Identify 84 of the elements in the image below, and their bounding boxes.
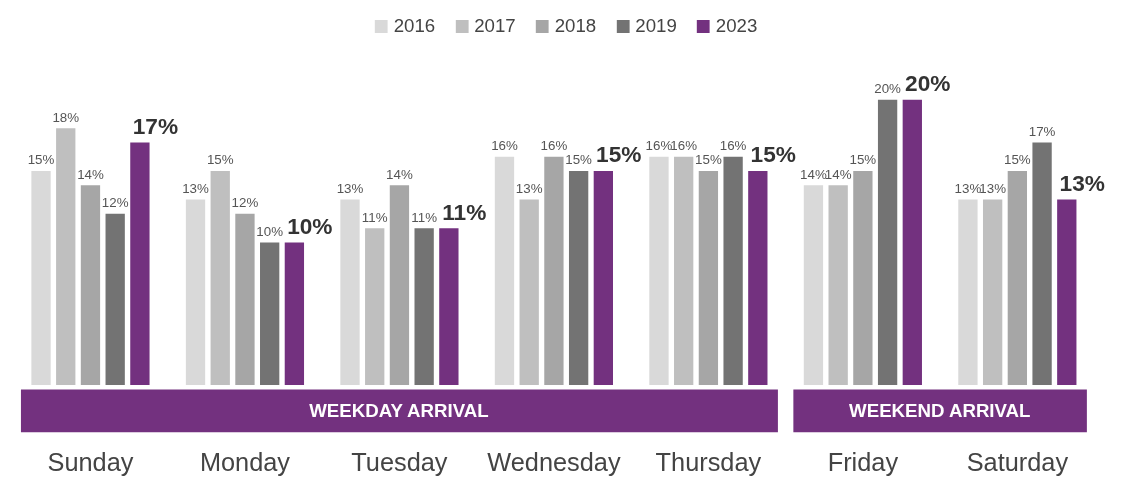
data-label: 14% bbox=[824, 166, 852, 182]
bar bbox=[723, 156, 743, 386]
bar bbox=[544, 156, 564, 386]
data-label: 15% bbox=[1004, 152, 1031, 168]
data-label: 14% bbox=[386, 166, 413, 182]
bar bbox=[439, 228, 459, 386]
data-label: 11% bbox=[442, 198, 487, 225]
bar bbox=[80, 185, 101, 386]
x-tick-label: Wednesday bbox=[487, 447, 621, 476]
data-label: 15% bbox=[565, 152, 593, 168]
legend-label: 2016 bbox=[393, 15, 436, 37]
data-label: 13% bbox=[182, 181, 209, 197]
bar bbox=[389, 185, 410, 386]
data-label: 18% bbox=[52, 109, 80, 125]
data-label: 15% bbox=[206, 152, 234, 168]
data-label: 17% bbox=[1028, 123, 1056, 139]
data-label: 16% bbox=[491, 138, 518, 154]
bar bbox=[56, 128, 76, 386]
bar bbox=[853, 171, 873, 386]
bar bbox=[235, 213, 255, 386]
data-label: 17% bbox=[132, 112, 179, 139]
data-label: 12% bbox=[231, 195, 259, 211]
bar bbox=[1007, 171, 1028, 386]
x-tick-label: Tuesday bbox=[351, 447, 448, 476]
bar bbox=[185, 199, 206, 386]
data-label: 13% bbox=[336, 181, 364, 197]
x-tick-label: Thursday bbox=[655, 447, 762, 476]
bar bbox=[519, 199, 539, 386]
bar bbox=[340, 199, 360, 386]
bar bbox=[31, 171, 51, 386]
data-label: 10% bbox=[287, 212, 333, 239]
data-label: 10% bbox=[256, 223, 284, 239]
data-label: 13% bbox=[979, 181, 1007, 197]
data-label: 15% bbox=[750, 141, 796, 168]
bar bbox=[902, 99, 922, 386]
data-label: 16% bbox=[645, 138, 673, 154]
bar bbox=[494, 156, 515, 386]
x-tick-label: Saturday bbox=[966, 447, 1069, 476]
bar bbox=[877, 99, 898, 386]
bar bbox=[260, 242, 280, 386]
legend-label: 2023 bbox=[715, 15, 758, 37]
bar bbox=[284, 242, 305, 386]
bar bbox=[649, 156, 669, 386]
bar bbox=[982, 199, 1003, 386]
data-label: 16% bbox=[670, 138, 698, 154]
data-label: 15% bbox=[695, 152, 722, 168]
bar bbox=[1032, 142, 1052, 386]
data-label: 11% bbox=[361, 209, 388, 225]
data-label: 15% bbox=[596, 141, 642, 168]
data-label: 16% bbox=[719, 138, 747, 154]
legend-label: 2017 bbox=[474, 15, 516, 37]
data-label: 13% bbox=[515, 181, 543, 197]
data-label: 15% bbox=[849, 152, 877, 168]
legend-label: 2019 bbox=[635, 15, 677, 37]
bar bbox=[130, 142, 150, 386]
x-tick-label: Friday bbox=[827, 447, 899, 476]
data-label: 16% bbox=[540, 138, 568, 154]
data-label: 14% bbox=[77, 166, 104, 182]
text: WEEKDAY ARRIVAL bbox=[309, 400, 489, 422]
data-label: 12% bbox=[101, 195, 129, 211]
x-tick-label: Sunday bbox=[47, 447, 134, 476]
bar bbox=[593, 171, 613, 386]
data-label: 11% bbox=[411, 209, 438, 225]
bar bbox=[748, 171, 768, 386]
bar bbox=[698, 171, 719, 386]
bar bbox=[828, 185, 848, 386]
bar bbox=[1057, 199, 1077, 386]
text: WEEKEND ARRIVAL bbox=[849, 400, 1031, 422]
bar bbox=[105, 213, 125, 386]
data-label: 15% bbox=[27, 152, 55, 168]
data-label: 13% bbox=[1059, 170, 1105, 197]
bar bbox=[803, 185, 824, 386]
bar bbox=[210, 171, 230, 386]
data-label: 13% bbox=[954, 181, 982, 197]
data-label: 20% bbox=[905, 70, 951, 97]
bar bbox=[674, 156, 694, 386]
bar bbox=[958, 199, 978, 386]
x-tick-label: Monday bbox=[199, 447, 291, 476]
bar bbox=[568, 171, 589, 386]
data-label: 14% bbox=[800, 166, 827, 182]
data-label: 20% bbox=[874, 81, 902, 97]
bar bbox=[414, 228, 434, 386]
legend-label: 2018 bbox=[554, 15, 597, 37]
bar bbox=[365, 228, 385, 386]
